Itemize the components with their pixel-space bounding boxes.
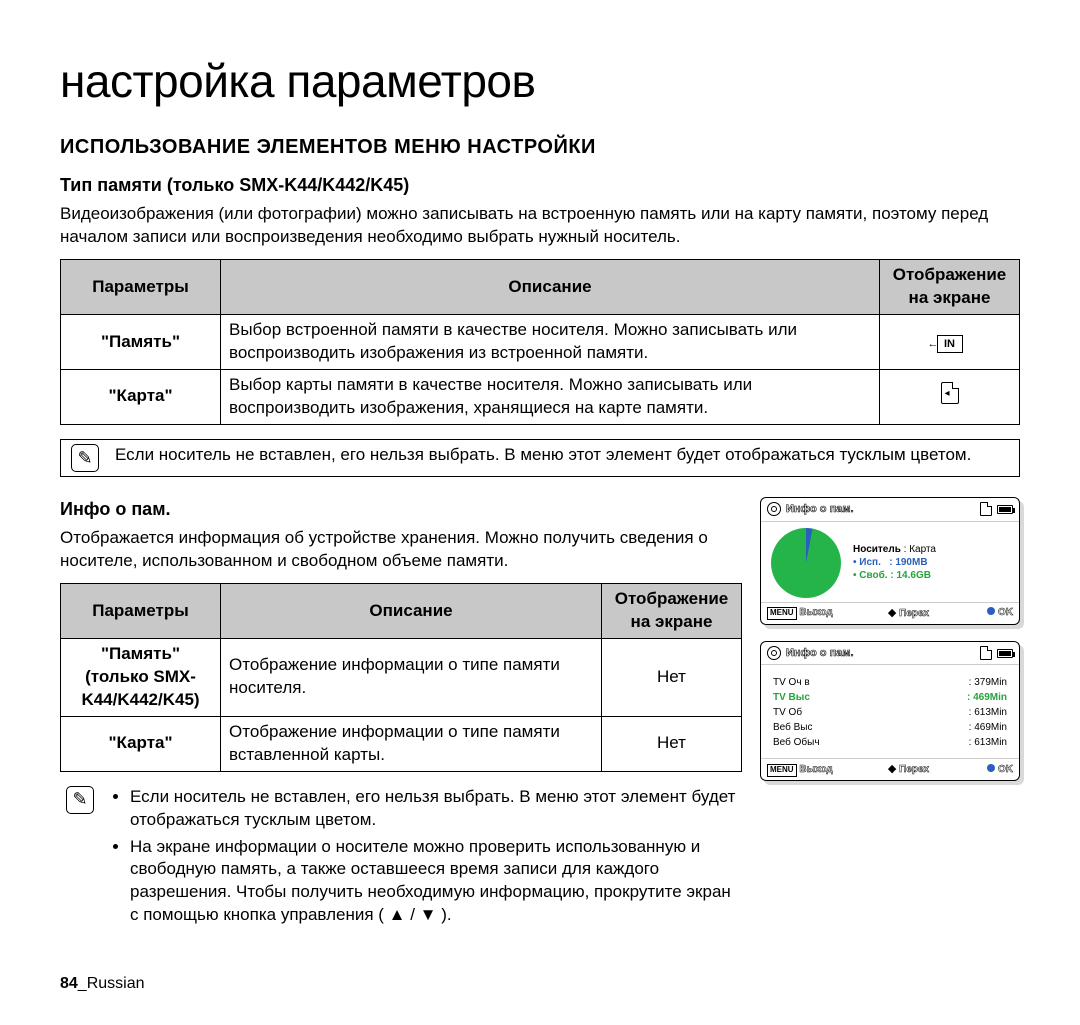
col-display: Отображение на экране — [602, 584, 742, 639]
free-label: Своб. — [859, 570, 887, 581]
col-display: Отображение на экране — [880, 260, 1020, 315]
gear-icon — [767, 646, 781, 660]
move-label: Перех — [899, 764, 929, 775]
rec-row: TV Оч в: 379Min — [773, 675, 1007, 690]
nav-arrows-icon: ◆ — [888, 607, 896, 619]
col-params: Параметры — [61, 260, 221, 315]
rec-row: TV Выс: 469Min — [773, 690, 1007, 705]
desc-cell: Отображение информации о типе памяти вст… — [221, 716, 602, 771]
note-item: На экране информации о носителе можно пр… — [130, 836, 738, 928]
rec-row: Веб Обыч: 613Min — [773, 735, 1007, 750]
table-row: "Карта" Отображение информации о типе па… — [61, 716, 742, 771]
media-label: Носитель — [853, 544, 901, 555]
menu-icon: MENU — [767, 607, 797, 620]
col-desc: Описание — [221, 584, 602, 639]
note-text: Если носитель не вставлен, его нельзя вы… — [115, 444, 971, 467]
ok-dot-icon — [987, 607, 995, 615]
gear-icon — [767, 502, 781, 516]
desc-cell: Выбор встроенной памяти в качестве носит… — [221, 315, 880, 370]
note-box: ✎ Если носитель не вставлен, его нельзя … — [60, 439, 1020, 477]
media-value: Карта — [909, 544, 936, 555]
note-icon: ✎ — [66, 786, 94, 814]
exit-label: Выход — [799, 607, 832, 618]
screen-title: Инфо о пам. — [786, 502, 854, 517]
storage-info: Носитель : Карта • Исп. : 190MB • Своб. … — [853, 543, 936, 582]
move-label: Перех — [899, 608, 929, 619]
param-cell: "Карта" — [61, 716, 221, 771]
display-cell: Нет — [602, 638, 742, 716]
page-number: 84 — [60, 975, 78, 992]
recording-time-list: TV Оч в: 379MinTV Выс: 469MinTV Об: 613M… — [771, 671, 1009, 754]
ok-label: OK — [998, 607, 1013, 618]
display-icon-cell — [880, 370, 1020, 425]
exit-label: Выход — [799, 764, 832, 775]
camera-screen-list: Инфо о пам. TV Оч в: 379MinTV Выс: 469Mi… — [760, 641, 1020, 782]
display-cell: Нет — [602, 716, 742, 771]
subsection-heading: Инфо о пам. — [60, 497, 742, 521]
menu-icon: MENU — [767, 764, 797, 777]
internal-memory-icon: IN — [937, 335, 963, 353]
screen-title: Инфо о пам. — [786, 646, 854, 661]
param-cell: "Память" (только SMX-K44/K442/K45) — [61, 638, 221, 716]
paragraph: Отображается информация об устройстве хр… — [60, 527, 742, 573]
used-value: 190MB — [895, 557, 927, 568]
ok-label: OK — [998, 764, 1013, 775]
section-heading: ИСПОЛЬЗОВАНИЕ ЭЛЕМЕНТОВ МЕНЮ НАСТРОЙКИ — [60, 134, 1020, 161]
page-footer: 84_Russian — [60, 973, 1020, 995]
table-row: "Память" (только SMX-K44/K442/K45) Отобр… — [61, 638, 742, 716]
col-desc: Описание — [221, 260, 880, 315]
storage-pie-chart — [771, 528, 841, 598]
sd-card-icon — [980, 502, 992, 516]
sd-card-icon — [980, 646, 992, 660]
rec-row: Веб Выс: 469Min — [773, 720, 1007, 735]
page-lang: Russian — [87, 975, 145, 992]
page-title: настройка параметров — [60, 50, 1020, 112]
subsection-heading: Тип памяти (только SMX-K44/K442/K45) — [60, 173, 1020, 197]
camera-screen-pie: Инфо о пам. Носитель : Карта • Исп. : 19… — [760, 497, 1020, 625]
param-cell: "Карта" — [61, 370, 221, 425]
note-box: ✎ Если носитель не вставлен, его нельзя … — [60, 786, 742, 932]
desc-cell: Отображение информации о типе памяти нос… — [221, 638, 602, 716]
memory-info-table: Параметры Описание Отображение на экране… — [60, 583, 742, 772]
table-row: "Карта" Выбор карты памяти в качестве но… — [61, 370, 1020, 425]
sd-card-icon — [941, 382, 959, 404]
param-cell: "Память" — [61, 315, 221, 370]
free-value: 14.6GB — [896, 570, 930, 581]
col-params: Параметры — [61, 584, 221, 639]
note-icon: ✎ — [71, 444, 99, 472]
display-icon-cell: IN — [880, 315, 1020, 370]
note-item: Если носитель не вставлен, его нельзя вы… — [130, 786, 738, 832]
paragraph: Видеоизображения (или фотографии) можно … — [60, 203, 1020, 249]
memory-type-table: Параметры Описание Отображение на экране… — [60, 259, 1020, 425]
battery-icon — [997, 649, 1013, 658]
ok-dot-icon — [987, 764, 995, 772]
table-row: "Память" Выбор встроенной памяти в качес… — [61, 315, 1020, 370]
battery-icon — [997, 505, 1013, 514]
rec-row: TV Об: 613Min — [773, 705, 1007, 720]
used-label: Исп. — [859, 557, 881, 568]
note-list: Если носитель не вставлен, его нельзя вы… — [110, 786, 738, 932]
nav-arrows-icon: ◆ — [888, 763, 896, 775]
desc-cell: Выбор карты памяти в качестве носителя. … — [221, 370, 880, 425]
